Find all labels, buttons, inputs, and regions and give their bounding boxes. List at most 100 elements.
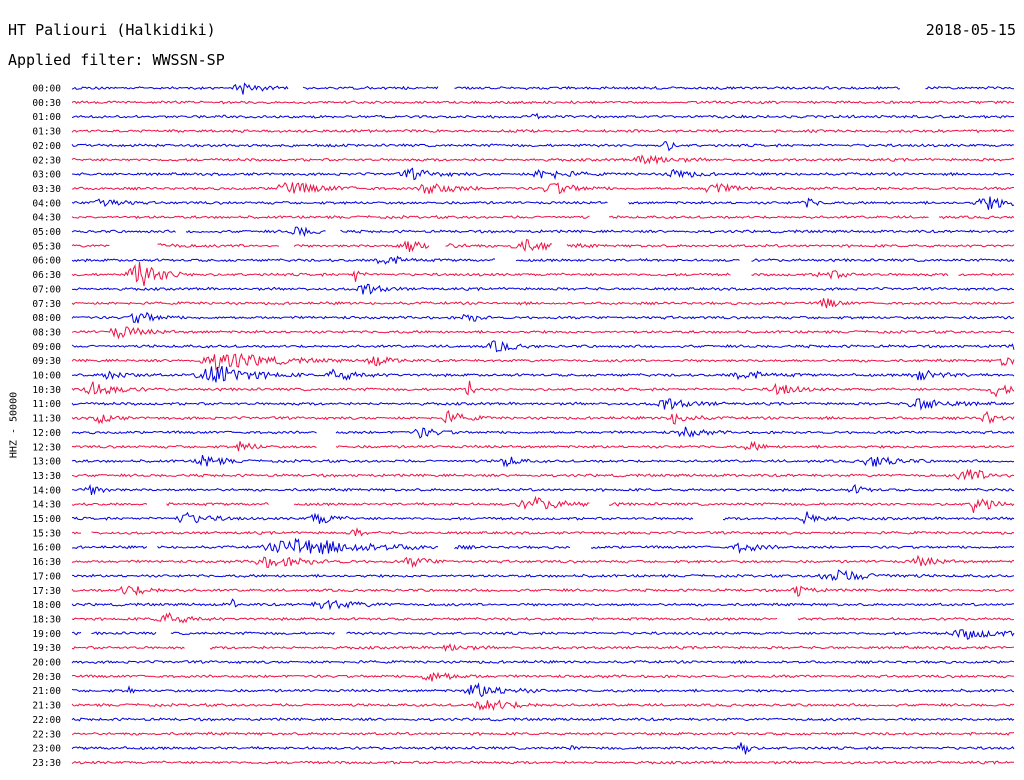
trace-row bbox=[71, 468, 1015, 481]
trace-row bbox=[71, 742, 1015, 755]
row-tick-label: 16:30 bbox=[32, 557, 61, 568]
trace-row bbox=[71, 659, 1015, 665]
row-tick-label: 01:00 bbox=[32, 112, 61, 123]
trace-row bbox=[71, 112, 1015, 120]
trace-row bbox=[71, 731, 1015, 737]
row-tick-label: 15:00 bbox=[32, 514, 61, 525]
row-tick-label: 00:30 bbox=[32, 98, 61, 109]
trace-row bbox=[71, 440, 1015, 452]
trace-row bbox=[71, 611, 1015, 624]
trace-row bbox=[71, 182, 1014, 195]
trace-row bbox=[71, 454, 1015, 468]
trace-row bbox=[71, 483, 1015, 496]
row-tick-label: 16:00 bbox=[32, 543, 61, 554]
row-tick-label: 21:30 bbox=[32, 701, 61, 712]
trace-row bbox=[71, 100, 1015, 105]
trace-row bbox=[71, 352, 1015, 371]
row-tick-label: 09:00 bbox=[32, 342, 61, 353]
trace-row bbox=[71, 196, 1015, 210]
trace-row bbox=[71, 82, 1014, 95]
trace-row bbox=[71, 214, 1015, 220]
row-tick-label: 10:00 bbox=[32, 371, 61, 382]
row-tick-label: 06:00 bbox=[32, 256, 61, 267]
row-tick-label: 13:30 bbox=[32, 471, 61, 482]
row-tick-label: 02:30 bbox=[32, 155, 61, 166]
row-tick-label: 14:30 bbox=[32, 500, 61, 511]
trace-row bbox=[71, 262, 1015, 287]
row-tick-label: 04:30 bbox=[32, 213, 61, 224]
row-tick-label: 02:00 bbox=[32, 141, 61, 152]
row-tick-label: 10:30 bbox=[32, 385, 61, 396]
row-tick-label: 07:00 bbox=[32, 284, 61, 295]
trace-row bbox=[71, 537, 1015, 555]
row-tick-label: 23:00 bbox=[32, 744, 61, 755]
row-tick-label: 08:00 bbox=[32, 313, 61, 324]
row-tick-label: 06:30 bbox=[32, 270, 61, 281]
filter-label: Applied filter: WWSSN-SP bbox=[8, 51, 225, 69]
row-tick-label: 20:30 bbox=[32, 672, 61, 683]
row-tick-label: 00:00 bbox=[32, 84, 61, 95]
trace-row bbox=[71, 426, 1015, 439]
trace-row bbox=[71, 398, 1015, 411]
trace-row bbox=[71, 527, 1015, 537]
trace-row bbox=[71, 226, 1015, 238]
row-tick-label: 03:30 bbox=[32, 184, 61, 195]
row-tick-label: 13:00 bbox=[32, 457, 61, 468]
trace-row bbox=[71, 682, 1015, 698]
trace-row bbox=[71, 239, 1015, 252]
trace-row bbox=[71, 340, 1015, 353]
row-tick-label: 05:00 bbox=[32, 227, 61, 238]
row-tick-label: 11:30 bbox=[32, 414, 61, 425]
trace-row bbox=[71, 643, 1015, 653]
trace-row bbox=[71, 495, 1015, 513]
trace-row bbox=[71, 128, 1015, 134]
row-tick-label: 22:30 bbox=[32, 729, 61, 740]
station-title: HT Paliouri (Halkidiki) bbox=[8, 21, 216, 39]
row-tick-label: 21:00 bbox=[32, 686, 61, 697]
row-tick-label: 19:30 bbox=[32, 643, 61, 654]
tick-label-group: 00:00 00:30 01:00 01:30 02:00 02:30 03:00 03:30… bbox=[32, 84, 61, 769]
row-tick-label: 23:30 bbox=[32, 758, 61, 769]
trace-row bbox=[71, 154, 1015, 166]
row-tick-label: 08:30 bbox=[32, 327, 61, 338]
row-tick-label: 17:00 bbox=[32, 571, 61, 582]
trace-row bbox=[71, 167, 1015, 181]
trace-row bbox=[71, 760, 1015, 765]
trace-row bbox=[71, 598, 1015, 611]
row-tick-label: 11:00 bbox=[32, 399, 61, 410]
trace-row bbox=[71, 365, 1015, 383]
row-tick-label: 09:30 bbox=[32, 356, 61, 367]
trace-row bbox=[71, 255, 1015, 265]
row-tick-label: 15:30 bbox=[32, 528, 61, 539]
row-tick-label: 18:00 bbox=[32, 600, 61, 611]
row-tick-label: 12:30 bbox=[32, 442, 61, 453]
trace-row bbox=[71, 629, 1015, 640]
trace-row bbox=[71, 311, 1015, 324]
row-tick-label: 01:30 bbox=[32, 127, 61, 138]
trace-row bbox=[71, 380, 1015, 398]
trace-row bbox=[71, 141, 1015, 152]
trace-row bbox=[71, 298, 1015, 309]
row-tick-label: 03:00 bbox=[32, 170, 61, 181]
row-tick-label: 05:30 bbox=[32, 241, 61, 252]
row-tick-label: 22:00 bbox=[32, 715, 61, 726]
row-tick-label: 18:30 bbox=[32, 614, 61, 625]
row-tick-label: 14:00 bbox=[32, 485, 61, 496]
row-tick-label: 12:00 bbox=[32, 428, 61, 439]
row-tick-label: 07:30 bbox=[32, 299, 61, 310]
row-tick-label: 17:30 bbox=[32, 586, 61, 597]
trace-row bbox=[71, 326, 1015, 340]
row-tick-label: 19:00 bbox=[32, 629, 61, 640]
trace-row bbox=[71, 671, 1015, 682]
trace-row bbox=[71, 585, 1015, 598]
trace-row bbox=[71, 554, 1014, 569]
trace-group bbox=[71, 82, 1015, 765]
trace-row bbox=[71, 717, 1015, 722]
trace-row bbox=[71, 283, 1015, 295]
trace-row bbox=[71, 699, 1015, 711]
trace-row bbox=[71, 511, 1015, 525]
row-tick-label: 04:00 bbox=[32, 198, 61, 209]
trace-row bbox=[71, 410, 1015, 425]
date-label: 2018-05-15 bbox=[925, 21, 1016, 39]
